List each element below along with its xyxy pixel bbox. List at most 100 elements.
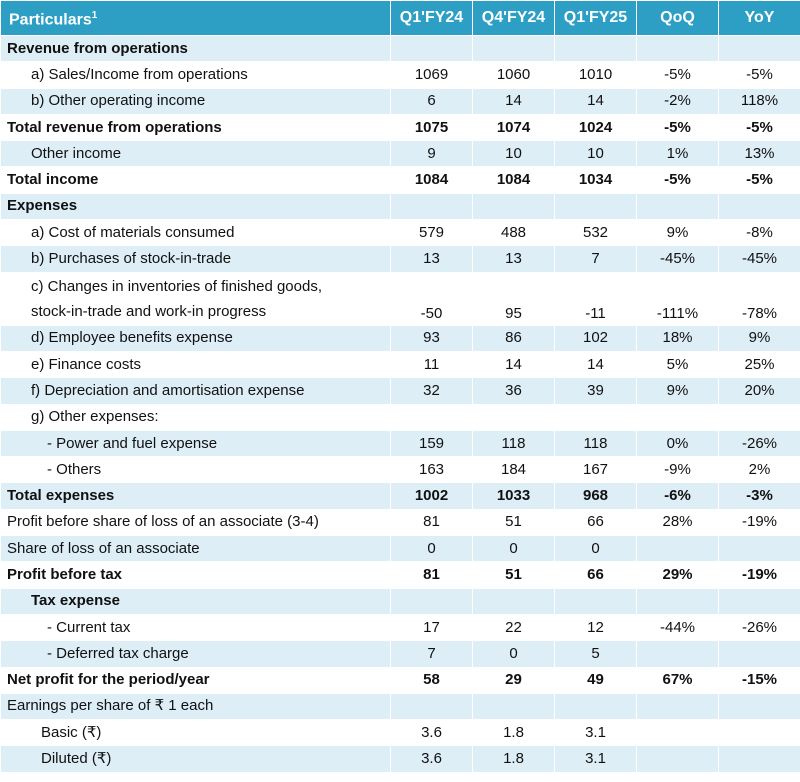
cell-yoy: [718, 640, 800, 668]
table-row: f) Depreciation and amortisation expense…: [0, 377, 800, 405]
cell-qoq: -5%: [636, 113, 719, 142]
cell-yoy: [718, 692, 800, 721]
row-label: Expenses: [0, 192, 391, 221]
table-row: c) Changes in inventories of finished go…: [0, 271, 800, 326]
cell-q1fy24: [390, 34, 473, 63]
table-row: Expenses: [0, 192, 800, 221]
row-label: Revenue from operations: [0, 34, 391, 63]
cell-q1fy25: 968: [554, 482, 637, 510]
cell-q1fy24: 6: [390, 87, 473, 115]
cell-q1fy25: 49: [554, 666, 637, 694]
cell-q1fy24: 1075: [390, 113, 473, 142]
cell-yoy: [718, 403, 800, 431]
row-label: Total expenses: [0, 482, 391, 510]
row-label: - Current tax: [0, 613, 391, 642]
cell-q1fy24: [390, 692, 473, 721]
row-label: Total revenue from operations: [0, 113, 391, 142]
cell-q1fy24: 13: [390, 245, 473, 273]
cell-qoq: 29%: [636, 561, 719, 589]
table-row: b) Purchases of stock-in-trade 13 13 7 -…: [0, 245, 800, 273]
cell-q1fy24: 9: [390, 140, 473, 168]
cell-q1fy24: 0: [390, 535, 473, 563]
cell-yoy: [718, 587, 800, 615]
cell-q1fy25: 1024: [554, 113, 637, 142]
table-row: Total expenses 1002 1033 968 -6% -3%: [0, 482, 800, 510]
cell-q4fy24: 22: [472, 613, 555, 642]
table-row: Earnings per share of ₹ 1 each: [0, 692, 800, 721]
cell-yoy: [718, 745, 800, 773]
cell-q1fy25: 1034: [554, 166, 637, 194]
cell-q4fy24: 86: [472, 324, 555, 352]
header-q4fy24: Q4'FY24: [472, 0, 555, 36]
table-row: e) Finance costs 11 14 14 5% 25%: [0, 350, 800, 379]
row-label: a) Cost of materials consumed: [0, 219, 391, 247]
table-row: Diluted (₹) 3.6 1.8 3.1: [0, 745, 800, 773]
cell-yoy: 20%: [718, 377, 800, 405]
cell-yoy: -19%: [718, 561, 800, 589]
cell-yoy: -78%: [718, 271, 800, 326]
row-label: Basic (₹): [0, 719, 391, 747]
cell-q4fy24: [472, 587, 555, 615]
row-label: Profit before share of loss of an associ…: [0, 508, 391, 537]
table-row: Profit before share of loss of an associ…: [0, 508, 800, 537]
cell-qoq: 9%: [636, 377, 719, 405]
row-label-line1: c) Changes in inventories of finished go…: [31, 277, 323, 295]
cell-q4fy24: 0: [472, 640, 555, 668]
cell-q1fy24: 579: [390, 219, 473, 247]
cell-q1fy24: [390, 403, 473, 431]
row-label: Net profit for the period/year: [0, 666, 391, 694]
row-label: - Power and fuel expense: [0, 429, 391, 458]
cell-yoy: 9%: [718, 324, 800, 352]
header-qoq: QoQ: [636, 0, 719, 36]
cell-q4fy24: 0: [472, 535, 555, 563]
cell-q1fy25: 532: [554, 219, 637, 247]
cell-q1fy24: 1084: [390, 166, 473, 194]
cell-q1fy24: 163: [390, 456, 473, 484]
cell-qoq: -5%: [636, 61, 719, 89]
table-row: - Power and fuel expense 159 118 118 0% …: [0, 429, 800, 458]
cell-q1fy25: 0: [554, 535, 637, 563]
header-particulars-label: Particulars: [9, 11, 92, 29]
cell-q1fy24: 58: [390, 666, 473, 694]
cell-qoq: -5%: [636, 166, 719, 194]
cell-q4fy24: 118: [472, 429, 555, 458]
cell-q1fy25: 66: [554, 561, 637, 589]
cell-qoq: -9%: [636, 456, 719, 484]
cell-qoq: [636, 692, 719, 721]
cell-qoq: -2%: [636, 87, 719, 115]
cell-yoy: [718, 535, 800, 563]
row-label: g) Other expenses:: [0, 403, 391, 431]
cell-qoq: [636, 640, 719, 668]
cell-q1fy25: [554, 587, 637, 615]
table-row: a) Sales/Income from operations 1069 106…: [0, 61, 800, 89]
cell-q1fy25: 102: [554, 324, 637, 352]
cell-q1fy24: 3.6: [390, 745, 473, 773]
row-label: e) Finance costs: [0, 350, 391, 379]
cell-yoy: -26%: [718, 613, 800, 642]
cell-q4fy24: 29: [472, 666, 555, 694]
cell-q4fy24: 1060: [472, 61, 555, 89]
cell-qoq: [636, 745, 719, 773]
table-row: Revenue from operations: [0, 34, 800, 63]
cell-q4fy24: 51: [472, 561, 555, 589]
table-row: Total income 1084 1084 1034 -5% -5%: [0, 166, 800, 194]
cell-q1fy24: 11: [390, 350, 473, 379]
cell-qoq: 5%: [636, 350, 719, 379]
cell-q1fy24: 159: [390, 429, 473, 458]
cell-q1fy25: [554, 34, 637, 63]
table-row: Net profit for the period/year 58 29 49 …: [0, 666, 800, 694]
row-label: Share of loss of an associate: [0, 535, 391, 563]
cell-yoy: [718, 719, 800, 747]
row-label: a) Sales/Income from operations: [0, 61, 391, 89]
cell-yoy: -3%: [718, 482, 800, 510]
cell-q4fy24: [472, 192, 555, 221]
table-row: Share of loss of an associate 0 0 0: [0, 535, 800, 563]
row-label: Tax expense: [0, 587, 391, 615]
cell-q4fy24: 36: [472, 377, 555, 405]
cell-q1fy24: 17: [390, 613, 473, 642]
table-row: d) Employee benefits expense 93 86 102 1…: [0, 324, 800, 352]
cell-q1fy24: 7: [390, 640, 473, 668]
cell-q1fy24: 93: [390, 324, 473, 352]
cell-q1fy25: 14: [554, 87, 637, 115]
